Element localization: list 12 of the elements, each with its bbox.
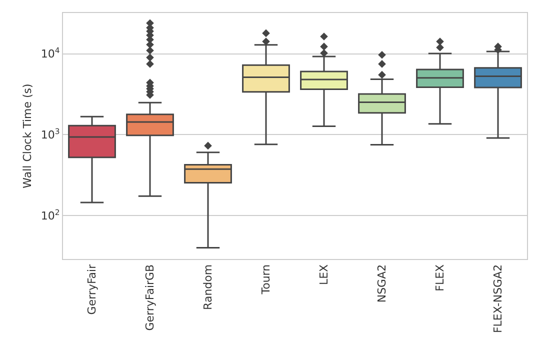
x-tick-label: Random (202, 264, 215, 310)
x-tick-label: GerryFairGB (144, 264, 157, 331)
x-tick-label: Tourn (260, 264, 273, 296)
y-axis-title: Wall Clock Time (s) (21, 84, 34, 188)
y-tick-label: 10$^{2}$ (40, 208, 60, 222)
x-tick-label: LEX (318, 264, 331, 286)
x-tick-label: FLEX-NSGA2 (492, 264, 505, 334)
x-tick-label: FLEX (434, 264, 447, 292)
y-tick-label: 10$^{3}$ (40, 126, 60, 142)
y-tick-label: 10$^{4}$ (40, 46, 60, 61)
x-tick-label: NSGA2 (376, 264, 389, 303)
x-tick-label: GerryFair (86, 264, 99, 315)
